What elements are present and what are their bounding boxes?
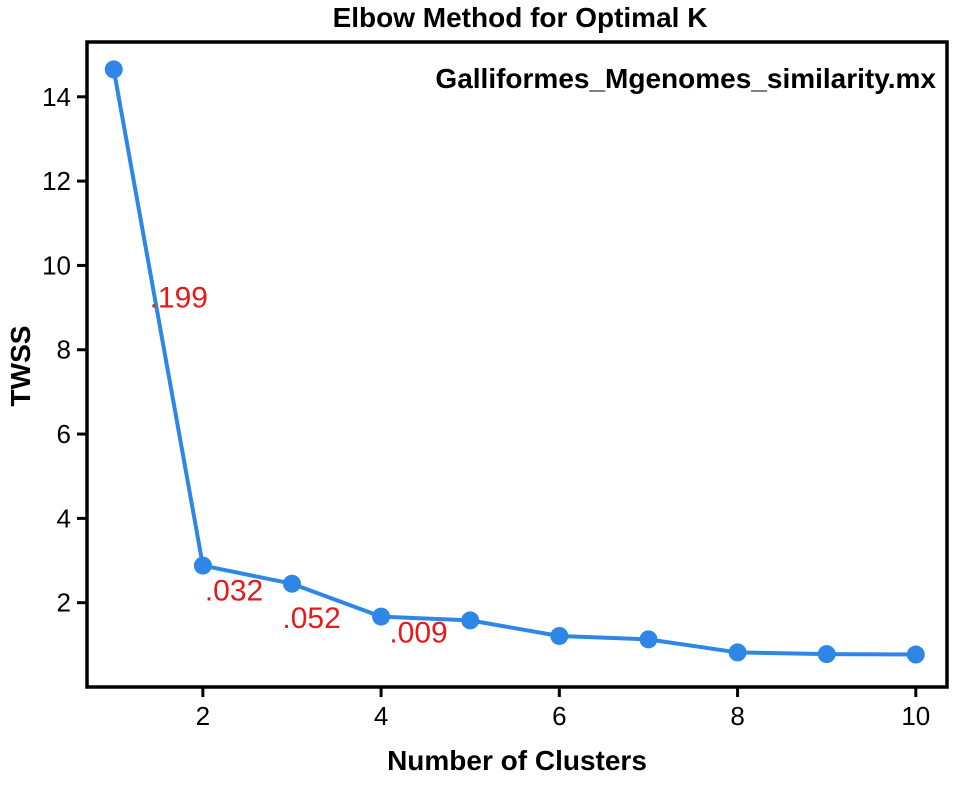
data-point-k2 [193, 556, 212, 575]
annotation-2: .052 [282, 602, 340, 635]
annotation-layer: .199 .032 .052 .009 [150, 282, 448, 650]
data-point-k5 [461, 611, 480, 630]
y-tick-label-8: 8 [57, 335, 71, 365]
series-line-0 [111, 69, 916, 657]
y-tick-label-4: 4 [57, 503, 71, 533]
data-point-k1 [104, 60, 123, 79]
chart-subtitle: Galliformes_Mgenomes_similarity.mx [435, 63, 936, 94]
x-axis-label: Number of Clusters [387, 745, 647, 776]
x-tick-label-6: 6 [552, 701, 566, 731]
x-axis: 2 4 6 8 10 [196, 687, 930, 731]
y-axis: 2 4 6 8 10 12 14 [42, 82, 87, 618]
plot-frame [85, 40, 949, 689]
data-point-k9 [817, 645, 836, 664]
chart-title: Elbow Method for Optimal K [333, 2, 708, 33]
y-tick-label-14: 14 [42, 82, 71, 112]
y-tick-label-2: 2 [57, 588, 71, 618]
data-point-k10 [906, 645, 925, 664]
data-point-k3 [282, 574, 301, 593]
y-tick-label-10: 10 [42, 250, 71, 280]
x-tick-label-10: 10 [901, 701, 930, 731]
annotation-0: .199 [150, 282, 208, 315]
data-point-k7 [639, 630, 658, 649]
annotation-3: .009 [389, 617, 447, 650]
x-tick-label-2: 2 [196, 701, 210, 731]
annotation-1: .032 [205, 575, 263, 608]
y-tick-label-6: 6 [57, 419, 71, 449]
x-tick-label-8: 8 [730, 701, 744, 731]
x-tick-label-4: 4 [374, 701, 388, 731]
data-point-k6 [550, 626, 569, 645]
y-axis-label: TWSS [5, 326, 36, 407]
data-point-k8 [728, 643, 747, 662]
data-point-k4 [372, 607, 391, 626]
series-layer [104, 60, 925, 664]
y-tick-label-12: 12 [42, 166, 71, 196]
